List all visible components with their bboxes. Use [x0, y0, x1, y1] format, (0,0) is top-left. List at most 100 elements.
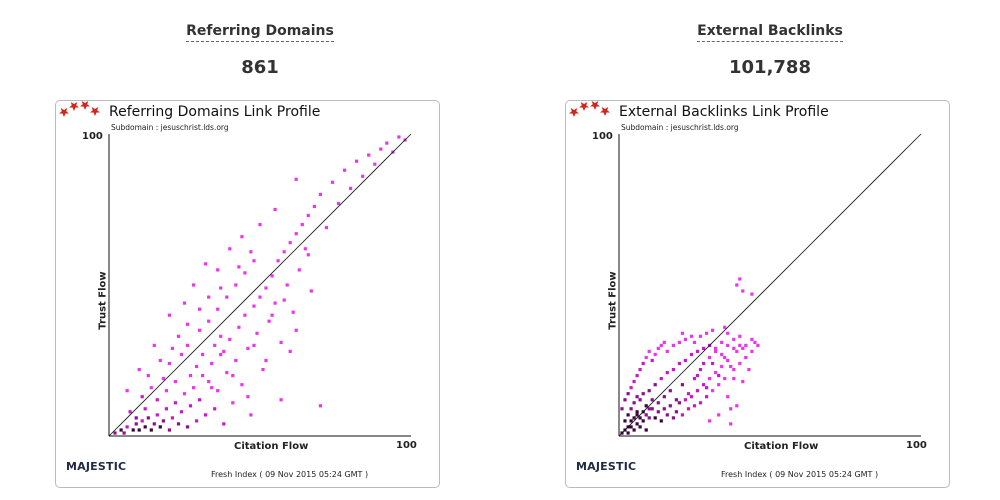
data-point: [167, 361, 171, 366]
data-point: [629, 419, 633, 423]
data-point: [207, 295, 211, 299]
data-point: [695, 374, 700, 378]
chart-title: External Backlinks Link Profile: [619, 104, 829, 120]
data-point: [677, 340, 681, 344]
data-point: [656, 401, 660, 405]
data-point: [140, 419, 144, 423]
data-point: [234, 358, 238, 363]
data-point: [729, 364, 733, 369]
data-point: [258, 223, 262, 227]
data-point: [309, 289, 313, 293]
data-point: [264, 358, 268, 363]
data-point: [185, 425, 190, 429]
data-point: [738, 343, 742, 347]
data-point: [179, 410, 184, 414]
data-point: [261, 368, 265, 372]
fresh-index-label: Fresh Index ( 09 Nov 2015 05:24 GMT ): [211, 470, 369, 479]
data-point: [698, 334, 703, 338]
data-point: [723, 355, 727, 360]
data-point: [641, 361, 645, 366]
data-point: [291, 310, 295, 314]
data-point: [207, 380, 211, 384]
data-point: [626, 413, 630, 417]
data-point: [732, 368, 736, 372]
data-point: [647, 349, 651, 353]
data-point: [216, 389, 220, 393]
data-point: [708, 355, 712, 360]
data-point: [720, 364, 724, 369]
x-tick-max: 100: [396, 440, 417, 451]
data-point: [744, 355, 748, 360]
data-point: [638, 416, 642, 420]
data-point: [210, 361, 214, 366]
data-point: [692, 404, 697, 408]
data-point: [294, 328, 298, 332]
data-point: [674, 410, 678, 414]
data-point: [367, 153, 371, 157]
data-point: [152, 343, 156, 347]
data-point: [125, 425, 129, 429]
data-point: [662, 407, 666, 411]
data-point: [723, 325, 727, 329]
data-point: [249, 413, 253, 417]
data-point: [379, 147, 383, 151]
data-point: [188, 374, 193, 378]
data-point: [192, 386, 196, 390]
data-point: [662, 395, 666, 399]
data-point: [711, 361, 715, 366]
data-point: [270, 274, 274, 278]
data-point: [164, 407, 168, 411]
referring-domains-chart: [108, 133, 412, 437]
data-point: [689, 352, 694, 357]
data-point: [385, 141, 389, 145]
data-point: [349, 186, 353, 190]
chart-subtitle: Subdomain : jesuschrist.lds.org: [111, 123, 229, 132]
data-point: [717, 383, 721, 387]
data-point: [635, 422, 639, 426]
data-point: [343, 168, 347, 172]
data-point: [662, 340, 666, 344]
data-point: [210, 386, 214, 390]
data-point: [659, 419, 663, 423]
data-point: [647, 416, 651, 420]
data-point: [668, 389, 672, 393]
data-point: [644, 428, 648, 432]
data-point: [355, 159, 359, 163]
external-backlinks-title[interactable]: External Backlinks: [570, 20, 970, 42]
data-point: [650, 407, 654, 411]
data-point: [644, 413, 648, 417]
data-point: [188, 404, 193, 408]
data-point: [750, 292, 754, 296]
y-axis-label: Trust Flow: [607, 271, 619, 330]
data-point: [237, 265, 241, 269]
data-point: [318, 404, 322, 408]
data-point: [708, 377, 712, 381]
data-point: [225, 295, 229, 299]
data-point: [294, 232, 298, 236]
data-point: [756, 343, 760, 347]
external-backlinks-chart-panel: External Backlinks Link Profile Subdomai…: [565, 100, 950, 488]
data-point: [228, 337, 232, 341]
data-point: [702, 346, 706, 350]
data-point: [623, 398, 627, 402]
data-point: [659, 377, 663, 381]
data-point: [140, 395, 144, 399]
majestic-logo-icon: [569, 101, 610, 117]
chart-subtitle: Subdomain : jesuschrist.lds.org: [621, 123, 739, 132]
data-point: [201, 352, 205, 357]
data-point: [155, 413, 159, 417]
referring-domains-title[interactable]: Referring Domains: [60, 20, 460, 42]
data-point: [659, 343, 663, 347]
data-point: [726, 395, 730, 399]
data-point: [665, 371, 669, 375]
data-point: [698, 401, 703, 405]
data-point: [397, 135, 401, 139]
data-point: [641, 392, 645, 396]
data-point: [623, 419, 627, 423]
x-tick-max: 100: [906, 440, 927, 451]
data-point: [246, 346, 250, 350]
data-point: [164, 389, 168, 393]
y-tick-max: 100: [592, 131, 613, 142]
data-point: [149, 428, 153, 432]
data-point: [303, 247, 307, 251]
